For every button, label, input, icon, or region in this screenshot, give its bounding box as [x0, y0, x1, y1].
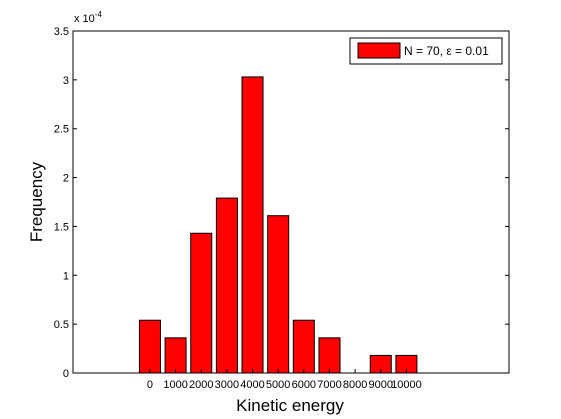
bar-4000: [241, 76, 264, 374]
y-tick-label-1: 1: [63, 270, 69, 282]
y-tick-label-2.5: 2.5: [54, 124, 69, 136]
y-exponent-power: -4: [95, 10, 103, 19]
y-tick-label-3: 3: [63, 75, 69, 87]
y-tick-label-3.5: 3.5: [54, 26, 69, 38]
x-tick-label-2000: 2000: [189, 379, 213, 391]
x-tick-label-7000: 7000: [317, 379, 341, 391]
y-exponent-base: x 10: [74, 13, 95, 25]
legend-swatch: [357, 42, 401, 59]
x-tick-label-4000: 4000: [240, 379, 264, 391]
bar-2000: [190, 232, 213, 374]
legend: N = 70, ε = 0.01: [349, 37, 503, 65]
bar-0: [138, 319, 161, 374]
x-axis-label: Kinetic energy: [236, 396, 344, 415]
plot-area: [73, 31, 509, 373]
y-axis-label: Frequency: [27, 161, 46, 242]
x-tick-label-10000: 10000: [391, 379, 422, 391]
x-tick-label-5000: 5000: [266, 379, 290, 391]
bar-5000: [267, 215, 290, 374]
y-exponent-label: x 10-4: [74, 10, 102, 25]
x-tick-label-0: 0: [147, 379, 153, 391]
bar-3000: [215, 197, 238, 374]
bar-7000: [318, 337, 341, 374]
plot-frame: [72, 30, 510, 374]
bars-group: [138, 76, 418, 374]
y-axis-ticks: 0 0.5 1 1.5 2 2.5 3 3.5: [54, 26, 509, 380]
x-tick-label-9000: 9000: [369, 379, 393, 391]
x-axis-ticks: 0 1000 2000 3000 4000 5000 6000 7000 8000 9000100…: [147, 369, 422, 391]
x-tick-label-6000: 6000: [292, 379, 316, 391]
x-tick-label-1000: 1000: [163, 379, 187, 391]
bar-6000: [292, 319, 315, 374]
y-tick-label-1.5: 1.5: [54, 221, 69, 233]
bar-1000: [164, 337, 187, 374]
y-tick-label-2: 2: [63, 173, 69, 185]
y-tick-label-0: 0: [63, 368, 69, 380]
x-tick-label-3000: 3000: [215, 379, 239, 391]
x-tick-label-8000: 8000: [343, 379, 367, 391]
y-tick-label-0.5: 0.5: [54, 319, 69, 331]
legend-label: N = 70, ε = 0.01: [404, 44, 489, 58]
